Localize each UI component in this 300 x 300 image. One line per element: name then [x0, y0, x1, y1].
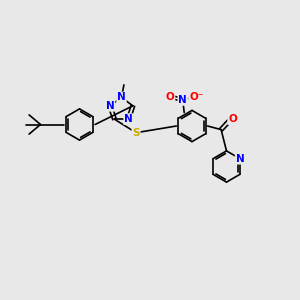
Text: O⁻: O⁻ — [189, 92, 203, 103]
Text: N: N — [236, 154, 244, 164]
Text: S: S — [132, 128, 140, 138]
Text: N: N — [106, 101, 115, 111]
Text: N: N — [124, 114, 133, 124]
Text: O: O — [166, 92, 175, 103]
Text: N: N — [178, 95, 187, 105]
Text: O: O — [228, 114, 237, 124]
Text: N: N — [117, 92, 126, 103]
